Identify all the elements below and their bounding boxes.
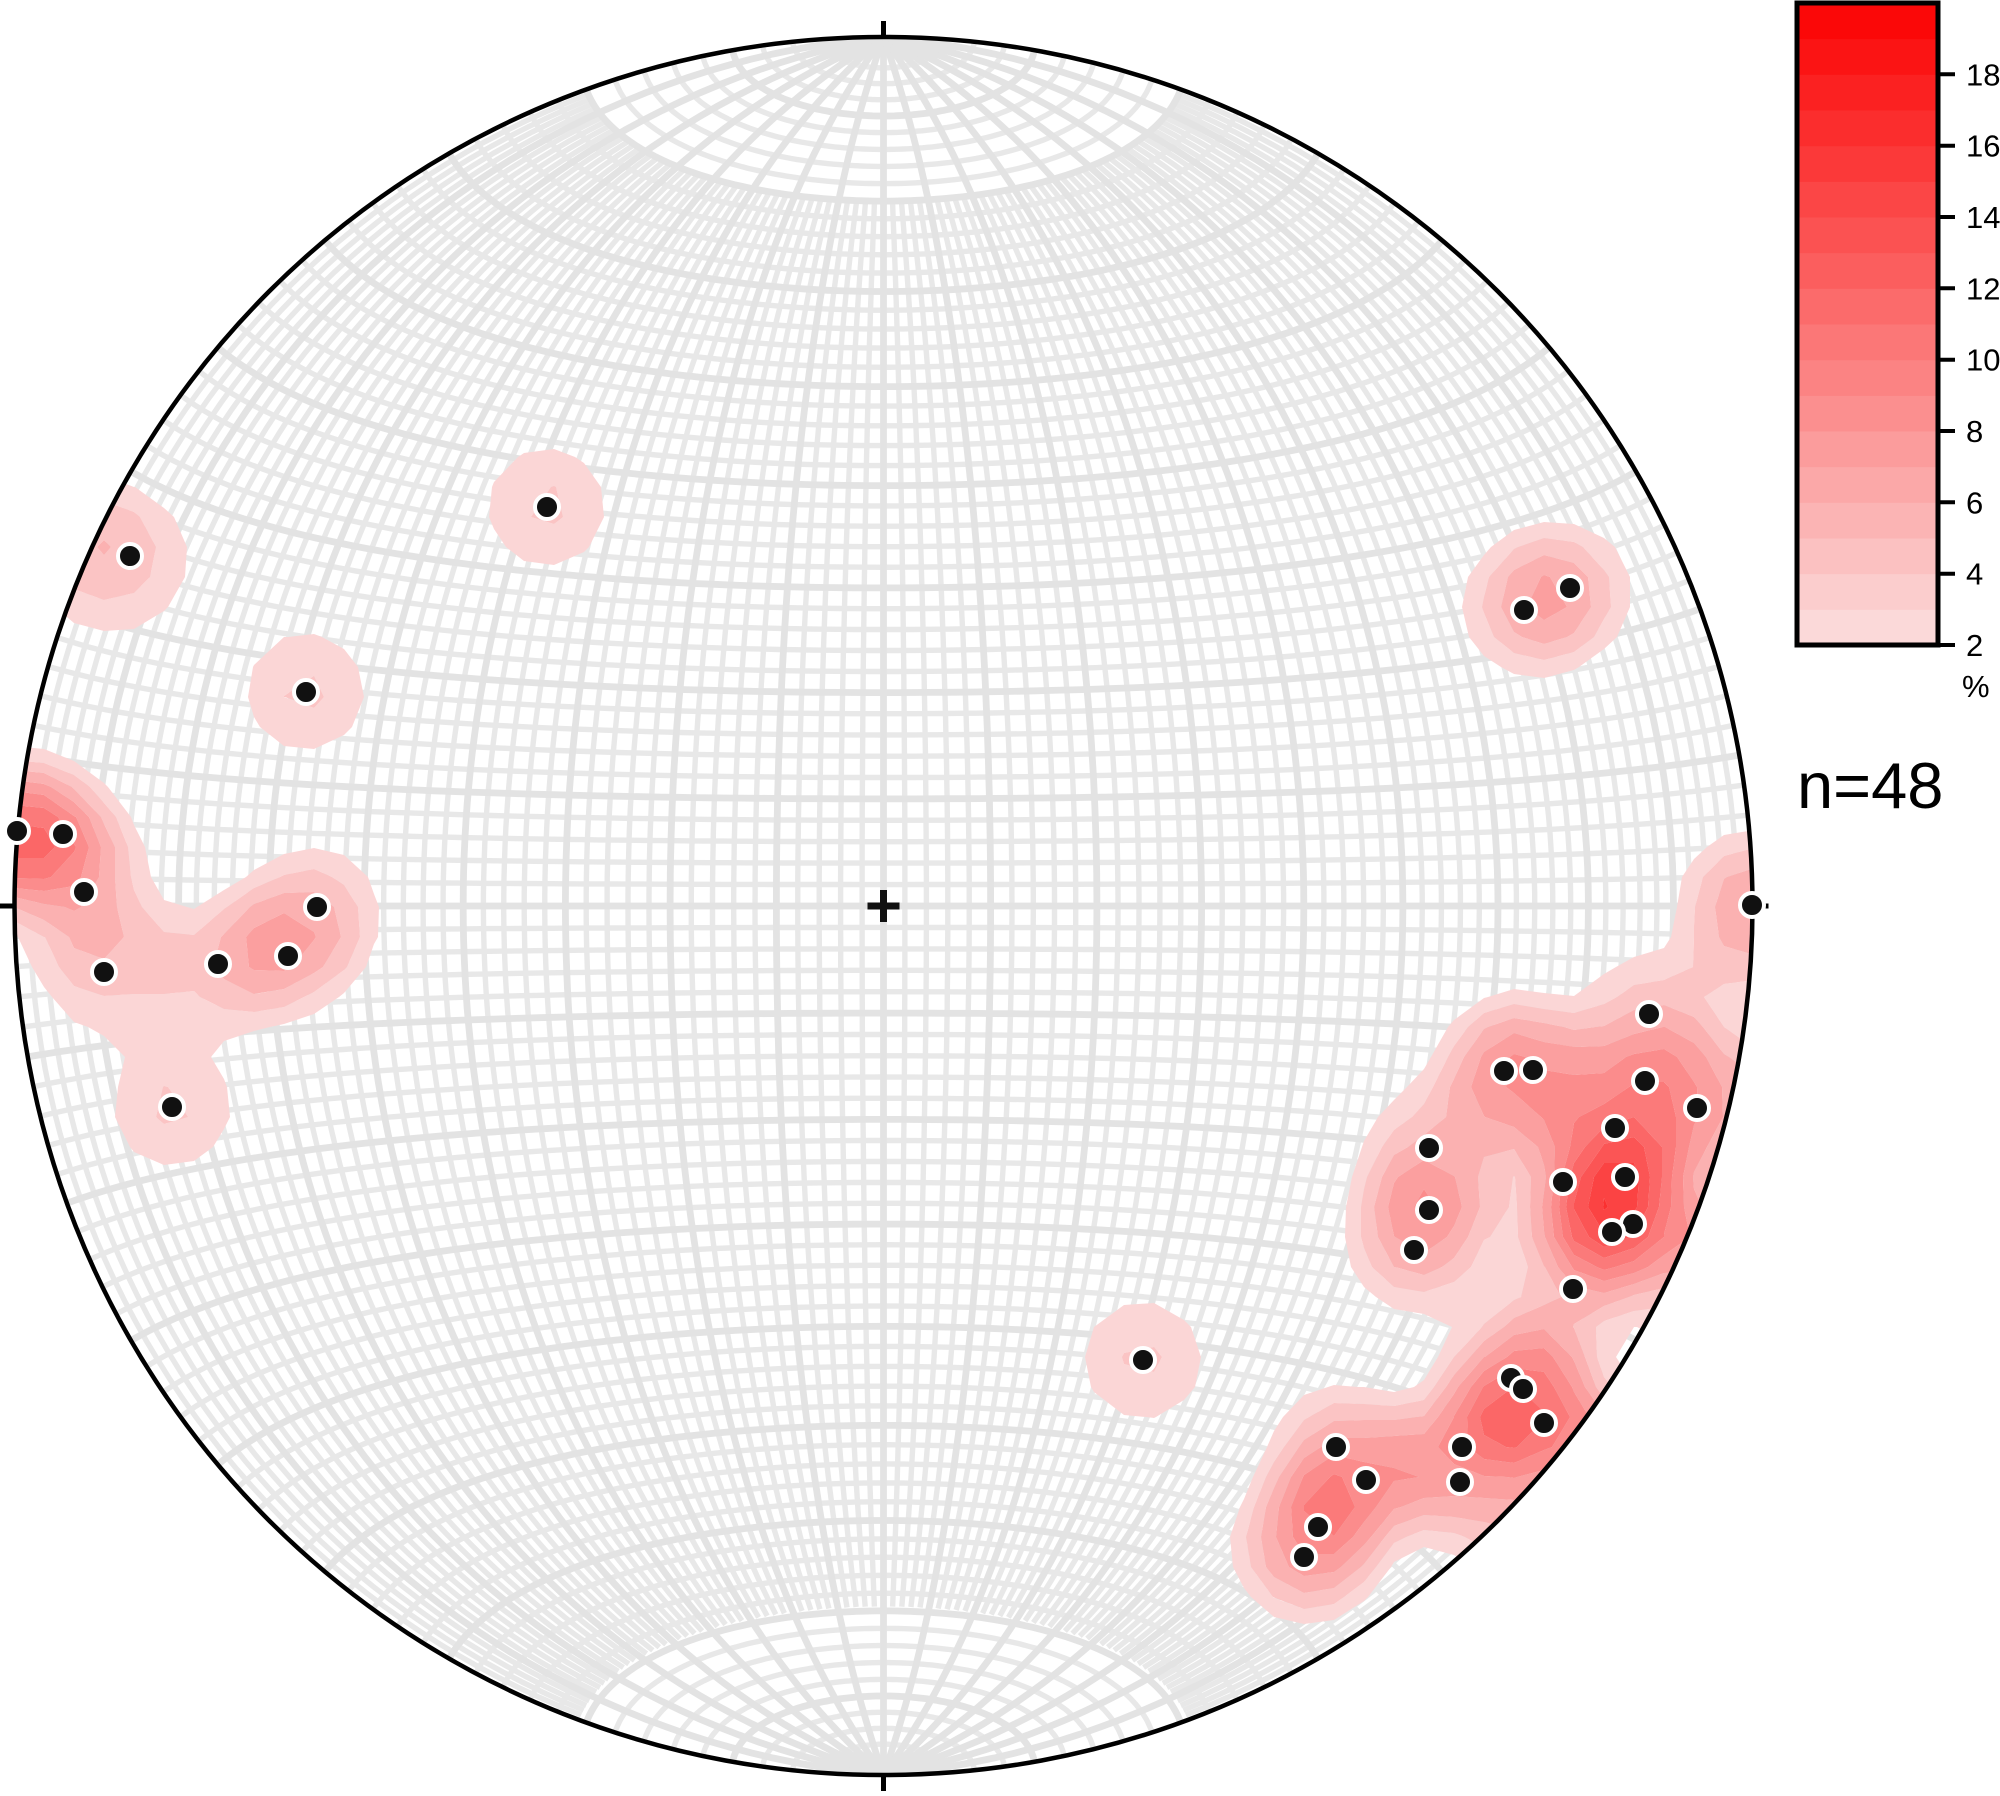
svg-text:16: 16 <box>1966 129 2000 164</box>
svg-text:18: 18 <box>1966 57 2000 92</box>
svg-text:10: 10 <box>1966 343 2000 378</box>
svg-text:8: 8 <box>1966 414 1983 449</box>
svg-text:6: 6 <box>1966 485 1983 520</box>
svg-text:14: 14 <box>1966 200 2000 235</box>
svg-text:%: % <box>1962 669 1990 704</box>
svg-text:n=48: n=48 <box>1797 749 1943 822</box>
svg-text:2: 2 <box>1966 628 1983 663</box>
svg-text:4: 4 <box>1966 557 1983 592</box>
svg-text:12: 12 <box>1966 271 2000 306</box>
